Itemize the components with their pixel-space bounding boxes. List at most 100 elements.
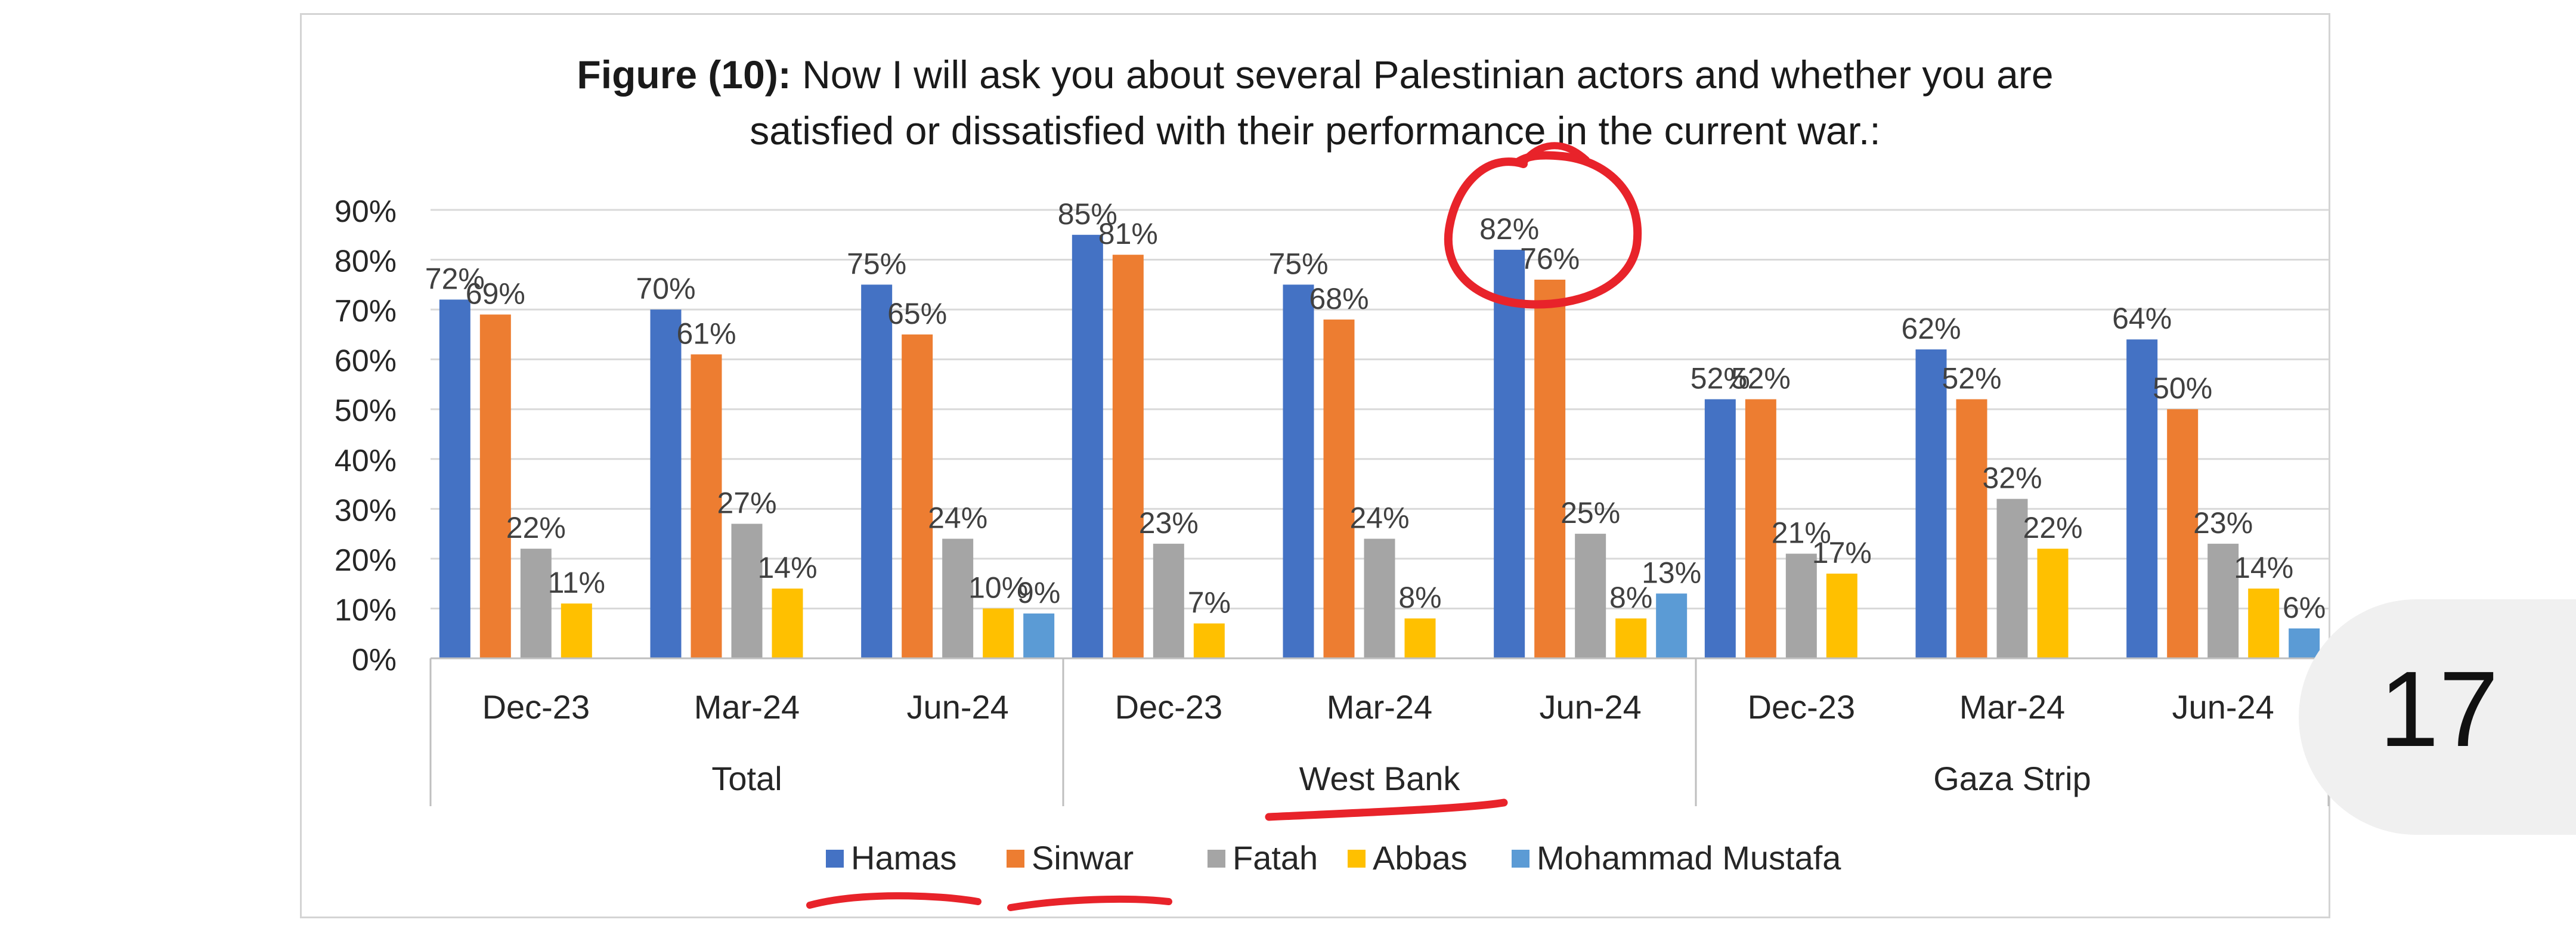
bar-hamas: [1915, 349, 1947, 658]
bar-hamas: [1494, 249, 1525, 658]
page-badge: [2299, 599, 2576, 835]
data-label: 6%: [2283, 591, 2326, 624]
data-label: 22%: [2023, 511, 2082, 544]
data-label: 81%: [1098, 217, 1158, 250]
y-tick-label: 20%: [335, 543, 397, 578]
data-label: 75%: [847, 247, 906, 280]
legend-label: Sinwar: [1032, 839, 1134, 877]
data-label: 52%: [1731, 362, 1791, 395]
data-label: 23%: [1139, 506, 1199, 540]
data-label: 8%: [1609, 581, 1652, 614]
data-label: 69%: [466, 277, 525, 310]
x-tick-label: Jun-24: [907, 688, 1009, 726]
legend-swatch: [826, 850, 844, 868]
data-label: 9%: [1017, 576, 1060, 609]
y-tick-label: 40%: [335, 444, 397, 478]
data-label: 27%: [717, 486, 776, 519]
data-label: 24%: [928, 501, 987, 534]
y-tick-label: 50%: [335, 394, 397, 428]
chart-title-line-2: satisfied or dissatisfied with their per…: [750, 109, 1881, 153]
data-label: 25%: [1561, 496, 1620, 530]
group-label: Total: [711, 760, 782, 797]
data-label: 11%: [548, 566, 605, 599]
legend-label: Fatah: [1233, 839, 1318, 877]
y-tick-label: 90%: [335, 194, 397, 229]
data-label: 14%: [757, 551, 817, 584]
legend-swatch: [1348, 850, 1366, 868]
data-label: 62%: [1901, 312, 1961, 345]
data-label: 52%: [1690, 362, 1750, 395]
data-label: 72%: [425, 262, 485, 295]
bar-abbas: [983, 608, 1014, 658]
group-label: Gaza Strip: [1933, 760, 2091, 797]
data-label: 24%: [1349, 501, 1409, 534]
bar-hamas: [861, 284, 893, 658]
data-label: 7%: [1188, 586, 1231, 620]
bar-hamas: [1072, 234, 1103, 658]
bar-sinwar: [1323, 319, 1355, 658]
bar-fatah: [1785, 553, 1817, 658]
bar-abbas: [1615, 618, 1647, 658]
bar-mohammad-mustafa: [1023, 613, 1055, 658]
bar-fatah: [942, 538, 974, 658]
figure-label: Figure (10):: [577, 52, 791, 97]
bar-abbas: [2037, 549, 2069, 658]
bar-hamas: [1283, 284, 1314, 658]
x-tick-label: Dec-23: [1748, 688, 1856, 726]
bar-abbas: [1826, 573, 1857, 658]
x-tick-label: Jun-24: [2172, 688, 2274, 726]
data-label: 8%: [1398, 581, 1441, 614]
bar-hamas: [1704, 399, 1736, 658]
data-label: 82%: [1479, 212, 1539, 246]
data-label: 61%: [676, 317, 736, 350]
data-label: 13%: [1642, 556, 1701, 589]
bar-fatah: [1575, 534, 1606, 658]
bar-fatah: [1996, 499, 2028, 658]
legend-swatch: [1208, 850, 1225, 868]
x-tick-label: Mar-24: [694, 688, 800, 726]
bar-abbas: [772, 589, 803, 658]
bar-mohammad-mustafa: [2289, 628, 2320, 658]
legend-label: Mohammad Mustafa: [1537, 839, 1841, 877]
bar-fatah: [1364, 538, 1395, 658]
bar-abbas: [1193, 623, 1225, 658]
legend-swatch: [1007, 850, 1024, 868]
bar-sinwar: [1112, 255, 1144, 658]
red-circle-annotation-tail: [1520, 142, 1590, 166]
x-tick-label: Mar-24: [1327, 688, 1432, 726]
bar-hamas: [650, 309, 682, 658]
legend-label: Hamas: [851, 839, 956, 877]
data-label: 10%: [968, 571, 1028, 604]
bar-sinwar: [2167, 409, 2199, 658]
red-underline-sinwar: [1007, 895, 1172, 911]
bar-sinwar: [1956, 399, 1987, 658]
data-label: 76%: [1520, 242, 1580, 275]
data-label: 50%: [2153, 371, 2212, 405]
data-label: 22%: [506, 511, 566, 544]
bar-fatah: [731, 524, 763, 658]
bar-fatah: [520, 549, 552, 658]
data-label: 52%: [1942, 362, 2001, 395]
y-tick-label: 60%: [335, 344, 397, 379]
data-label: 64%: [2112, 302, 2172, 335]
red-circle-annotation: [1444, 151, 1642, 309]
y-tick-label: 80%: [335, 244, 397, 279]
data-label: 85%: [1058, 197, 1117, 231]
data-label: 21%: [1772, 516, 1831, 550]
bar-sinwar: [902, 334, 933, 658]
data-label: 75%: [1268, 247, 1328, 280]
legend-label: Abbas: [1373, 839, 1467, 877]
x-tick-label: Dec-23: [482, 688, 590, 726]
legend-swatch: [1512, 850, 1530, 868]
y-tick-label: 0%: [352, 643, 397, 677]
chart-title-line-1: Figure (10): Now I will ask you about se…: [300, 47, 2330, 103]
data-label: 32%: [1982, 462, 2042, 495]
figure-frame: [300, 13, 2330, 918]
chart-title-text-1: Now I will ask you about several Palesti…: [791, 52, 2054, 97]
x-tick-label: Dec-23: [1115, 688, 1223, 726]
data-label: 68%: [1309, 282, 1368, 315]
data-label: 17%: [1812, 536, 1872, 569]
data-label: 65%: [887, 297, 947, 330]
x-tick-label: Jun-24: [1540, 688, 1642, 726]
data-label: 70%: [636, 272, 695, 305]
